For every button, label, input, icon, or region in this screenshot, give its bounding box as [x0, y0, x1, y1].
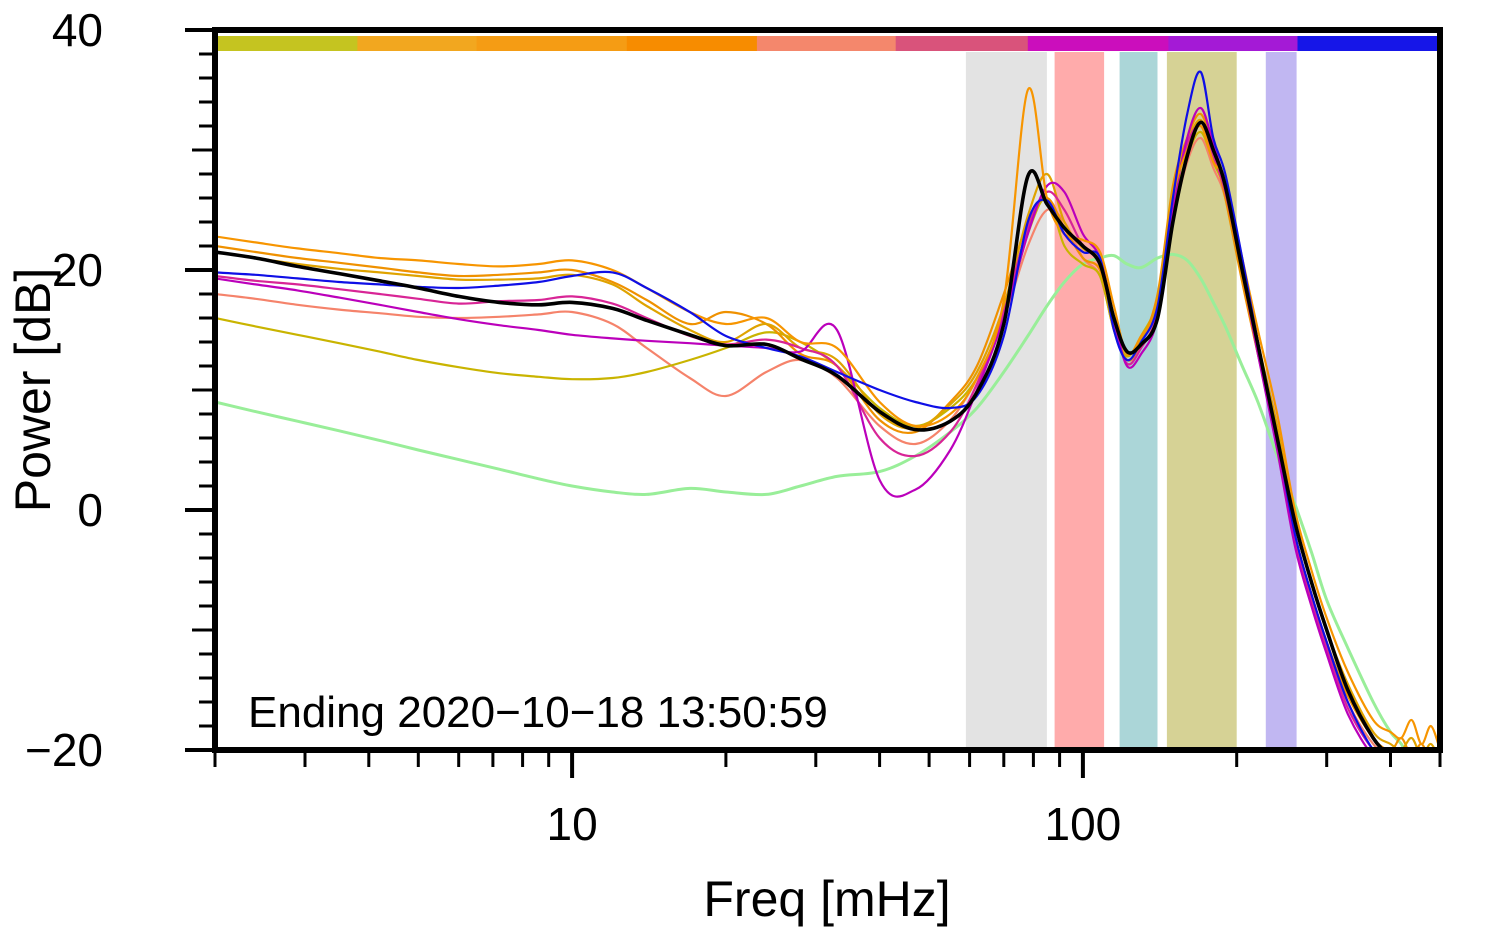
series-orange-2 [217, 112, 1426, 748]
ending-time-annotation: Ending 2020−10−18 13:50:59 [248, 688, 828, 737]
series-goldenrod [217, 118, 1436, 748]
top-bar-segment [357, 36, 478, 51]
x-axis-label: Freq [mHz] [703, 871, 950, 927]
top-bar-segment [756, 36, 897, 51]
top-bar-segment [476, 36, 628, 51]
frequency-band [1166, 52, 1237, 747]
y-tick-label: 20 [52, 244, 103, 296]
series-mean-black [217, 120, 1384, 748]
series-blue [217, 70, 1374, 748]
series-salmon [217, 136, 1379, 748]
y-tick-label: 0 [77, 484, 103, 536]
y-tick-label: −20 [25, 724, 103, 776]
series-green-smooth [217, 252, 1406, 748]
frequency-band [1054, 52, 1105, 747]
x-tick-label: 10 [547, 798, 598, 850]
top-bar-segment [626, 36, 758, 51]
series-magenta [217, 106, 1369, 748]
frequency-band [965, 52, 1047, 747]
top-bar-segment [1027, 36, 1170, 51]
frequency-band [1119, 52, 1158, 747]
axis-frame [212, 27, 1443, 753]
y-tick-label: 40 [52, 4, 103, 56]
series-olive [217, 130, 1383, 748]
top-bar-segment [1297, 36, 1441, 51]
top-bar-segment [215, 36, 359, 51]
y-axis-label: Power [dB] [5, 268, 61, 513]
series-orange-1 [217, 86, 1438, 748]
top-bar-segment [895, 36, 1029, 51]
top-bar-segment [1168, 36, 1299, 51]
curves-group [217, 70, 1438, 748]
chart-render-layer: 10 100 −20 0 20 40 [25, 4, 1443, 850]
x-tick-label: 100 [1045, 798, 1122, 850]
